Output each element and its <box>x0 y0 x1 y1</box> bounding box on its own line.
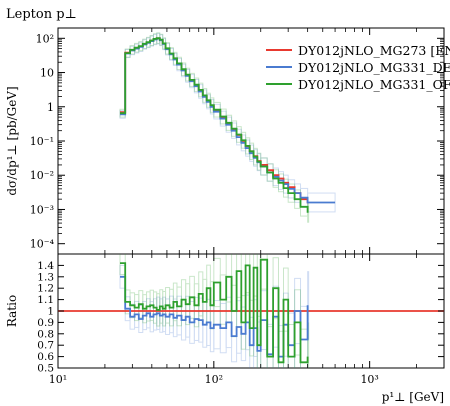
series-line-dy012jnlo-mg273-ene <box>120 37 309 204</box>
y-tick-label: 10⁻¹ <box>30 135 54 148</box>
series-line-dy012jnlo-mg331-offi <box>120 37 309 213</box>
ratio-y-tick-label: 1.4 <box>37 260 54 272</box>
y-tick-label: 10² <box>36 32 54 45</box>
y-tick-label: 10 <box>40 67 54 80</box>
chart-title: Lepton p⊥ <box>6 7 77 22</box>
ratio-y-tick-label: 0.6 <box>37 351 54 363</box>
ratio-y-tick-label: 0.9 <box>37 317 54 329</box>
y-tick-label: 10⁻⁴ <box>30 238 55 251</box>
y-tick-label: 10⁻² <box>30 169 54 182</box>
x-tick-label: 10² <box>205 373 223 386</box>
legend: DY012jNLO_MG273 [ENE DY012jNLO_MG331_DEFA… <box>266 43 450 92</box>
y-axis-label: dσ/dp¹⊥ [pb/GeV] <box>5 86 19 195</box>
main-panel: 10² 10 1 10⁻¹ 10⁻² 10⁻³ 10⁻⁴ dσ/dp¹⊥ [pb/GeV] <box>5 27 445 255</box>
ratio-y-tick-label: 0.8 <box>37 328 54 340</box>
x-axis-label: p¹⊥ [GeV] <box>382 390 444 404</box>
legend-label: DY012jNLO_MG273 [ENE <box>298 43 450 58</box>
ratio-line-dy012jnlo-mg331-offi <box>120 258 309 364</box>
legend-label: DY012jNLO_MG331_OFFI <box>298 77 450 92</box>
uncertainty-band-dy012jnlo-mg331-offi <box>119 32 310 223</box>
ratio-y-tick-label: 0.5 <box>37 363 54 375</box>
x-tick-label: 10¹ <box>49 373 67 386</box>
ratio-y-axis-label: Ratio <box>5 295 19 327</box>
y-tick-label: 10⁻³ <box>30 203 54 216</box>
ratio-y-tick-label: 1.3 <box>37 271 54 283</box>
ratio-y-tick-label: 0.7 <box>37 340 54 352</box>
y-tick-label: 1 <box>47 101 54 114</box>
legend-label: DY012jNLO_MG331_DEFA <box>298 60 450 75</box>
ratio-y-tick-label: 1.1 <box>37 294 54 306</box>
ratio-y-tick-label: 1.2 <box>37 283 54 295</box>
ratio-y-tick-label: 1 <box>47 306 54 318</box>
x-tick-label: 10³ <box>360 373 378 386</box>
